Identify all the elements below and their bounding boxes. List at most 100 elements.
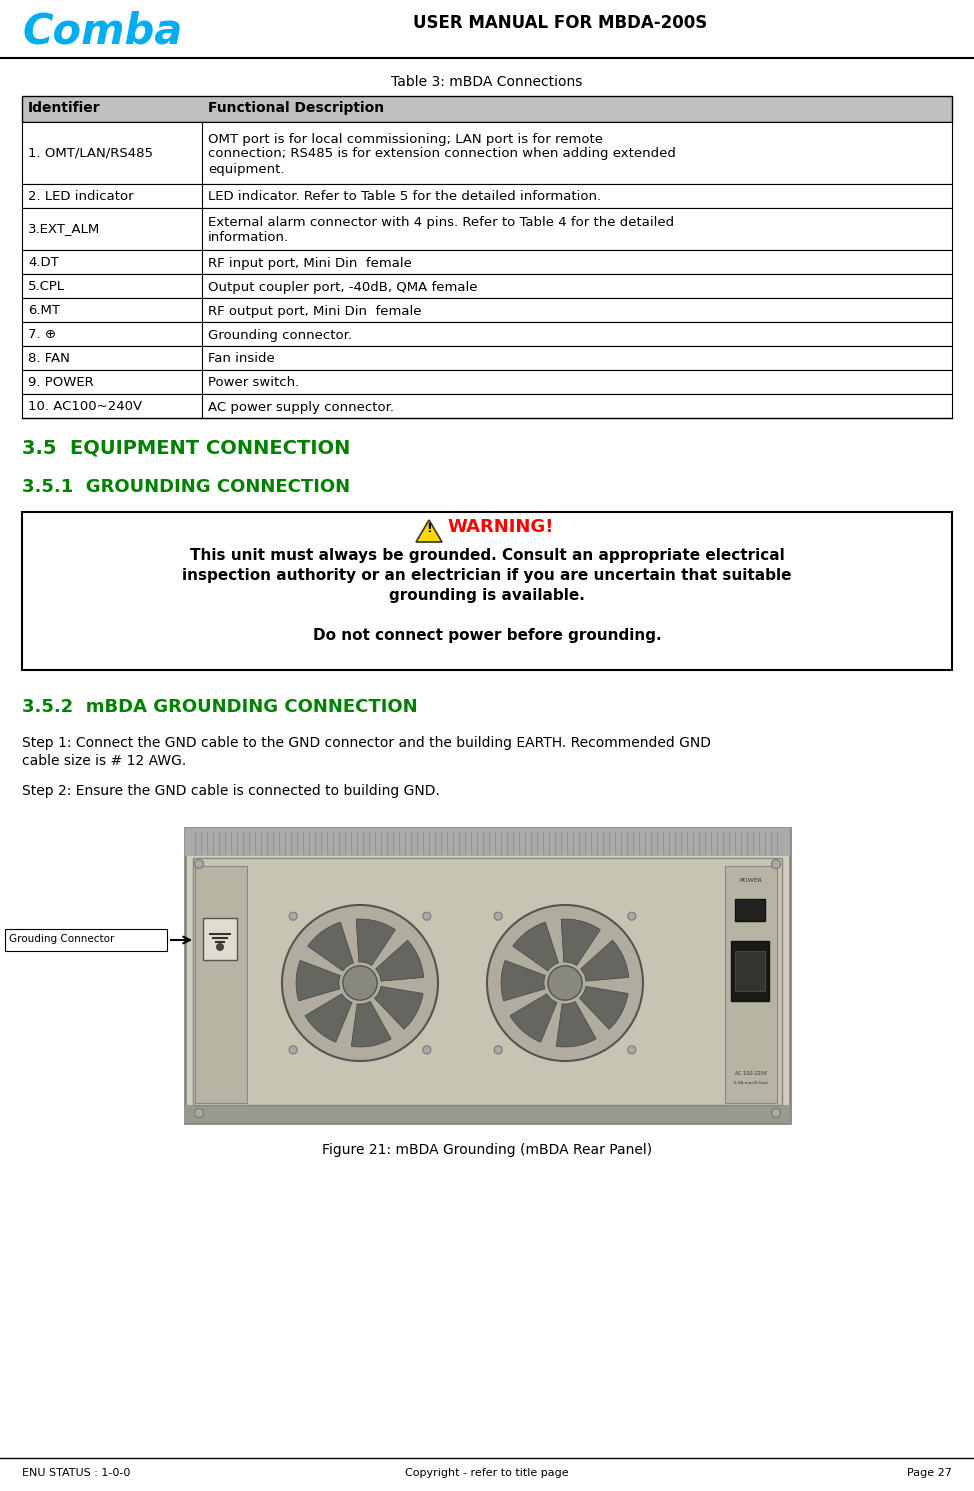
Text: 10. AC100~240V: 10. AC100~240V [28, 400, 142, 413]
Wedge shape [296, 960, 340, 1000]
Text: information.: information. [208, 231, 289, 245]
FancyBboxPatch shape [22, 346, 952, 370]
Circle shape [216, 942, 224, 951]
FancyBboxPatch shape [735, 951, 765, 992]
Text: connection; RS485 is for extension connection when adding extended: connection; RS485 is for extension conne… [208, 148, 676, 161]
FancyBboxPatch shape [735, 899, 765, 921]
Text: Grounding connector.: Grounding connector. [208, 328, 352, 341]
Text: 9. POWER: 9. POWER [28, 376, 94, 389]
FancyBboxPatch shape [22, 274, 952, 298]
Circle shape [423, 912, 431, 920]
Circle shape [289, 1045, 297, 1054]
FancyBboxPatch shape [22, 322, 952, 346]
FancyBboxPatch shape [731, 941, 769, 1000]
Circle shape [547, 966, 582, 1000]
Text: equipment.: equipment. [208, 163, 284, 176]
Text: External alarm connector with 4 pins. Refer to Table 4 for the detailed: External alarm connector with 4 pins. Re… [208, 216, 674, 230]
FancyBboxPatch shape [193, 857, 782, 1105]
Wedge shape [580, 987, 628, 1029]
Text: 3.5.1  GROUNDING CONNECTION: 3.5.1 GROUNDING CONNECTION [22, 479, 350, 497]
Circle shape [494, 912, 503, 920]
FancyBboxPatch shape [22, 370, 952, 394]
Text: 1. OMT/LAN/RS485: 1. OMT/LAN/RS485 [28, 146, 153, 160]
Wedge shape [356, 918, 395, 966]
Text: Grouding Connector: Grouding Connector [9, 933, 114, 944]
Text: Do not connect power before grounding.: Do not connect power before grounding. [313, 628, 661, 643]
Circle shape [771, 1108, 780, 1117]
Text: inspection authority or an electrician if you are uncertain that suitable: inspection authority or an electrician i… [182, 568, 792, 583]
FancyBboxPatch shape [22, 250, 952, 274]
Text: Power switch.: Power switch. [208, 377, 299, 389]
FancyBboxPatch shape [203, 918, 237, 960]
Wedge shape [376, 941, 424, 981]
Text: 7. ⊕: 7. ⊕ [28, 328, 56, 340]
FancyBboxPatch shape [195, 866, 247, 1103]
Text: 3.5.2  mBDA GROUNDING CONNECTION: 3.5.2 mBDA GROUNDING CONNECTION [22, 698, 418, 716]
Circle shape [289, 912, 297, 920]
FancyBboxPatch shape [22, 183, 952, 209]
Text: RF input port, Mini Din  female: RF input port, Mini Din female [208, 256, 412, 270]
Text: Fan inside: Fan inside [208, 352, 275, 365]
Text: Step 2: Ensure the GND cable is connected to building GND.: Step 2: Ensure the GND cable is connecte… [22, 784, 440, 798]
Text: Step 1: Connect the GND cable to the GND connector and the building EARTH. Recom: Step 1: Connect the GND cable to the GND… [22, 737, 711, 750]
Wedge shape [305, 994, 352, 1042]
Text: cable size is # 12 AWG.: cable size is # 12 AWG. [22, 754, 186, 768]
Wedge shape [512, 921, 558, 971]
Wedge shape [556, 1002, 596, 1047]
Polygon shape [416, 520, 442, 543]
FancyBboxPatch shape [22, 209, 952, 250]
Text: Comba: Comba [22, 10, 182, 52]
Wedge shape [308, 921, 354, 971]
Circle shape [494, 1045, 503, 1054]
Circle shape [195, 859, 204, 868]
Text: ENU STATUS : 1-0-0: ENU STATUS : 1-0-0 [22, 1469, 131, 1478]
FancyBboxPatch shape [22, 95, 952, 122]
Wedge shape [501, 960, 545, 1000]
Wedge shape [510, 994, 557, 1042]
Circle shape [282, 905, 438, 1062]
Text: RF output port, Mini Din  female: RF output port, Mini Din female [208, 304, 422, 318]
Text: 8. FAN: 8. FAN [28, 352, 70, 364]
FancyBboxPatch shape [22, 298, 952, 322]
Text: 6.0A max/6.0sec: 6.0A max/6.0sec [733, 1081, 768, 1085]
Text: Table 3: mBDA Connections: Table 3: mBDA Connections [392, 75, 582, 89]
Text: 4.DT: 4.DT [28, 255, 58, 268]
Text: !: ! [427, 522, 431, 535]
Wedge shape [352, 1002, 392, 1047]
Text: POWER: POWER [739, 878, 763, 883]
Wedge shape [561, 918, 600, 966]
FancyBboxPatch shape [22, 511, 952, 669]
Text: Functional Description: Functional Description [208, 101, 384, 115]
Text: 6.MT: 6.MT [28, 304, 60, 316]
FancyBboxPatch shape [185, 1105, 790, 1123]
FancyBboxPatch shape [185, 828, 790, 856]
Circle shape [195, 1108, 204, 1117]
Text: AC power supply connector.: AC power supply connector. [208, 401, 394, 413]
Text: Figure 21: mBDA Grounding (mBDA Rear Panel): Figure 21: mBDA Grounding (mBDA Rear Pan… [322, 1144, 652, 1157]
Text: WARNING!: WARNING! [447, 517, 553, 535]
Text: OMT port is for local commissioning; LAN port is for remote: OMT port is for local commissioning; LAN… [208, 133, 603, 146]
Circle shape [423, 1045, 431, 1054]
Text: 3.EXT_ALM: 3.EXT_ALM [28, 222, 100, 236]
Wedge shape [581, 941, 628, 981]
Circle shape [628, 1045, 636, 1054]
Text: Identifier: Identifier [28, 101, 100, 115]
Text: USER MANUAL FOR MBDA-200S: USER MANUAL FOR MBDA-200S [413, 13, 707, 31]
FancyBboxPatch shape [5, 929, 167, 951]
Circle shape [487, 905, 643, 1062]
Text: 3.5  EQUIPMENT CONNECTION: 3.5 EQUIPMENT CONNECTION [22, 438, 351, 458]
Circle shape [628, 912, 636, 920]
Text: AC 100-220V: AC 100-220V [735, 1071, 767, 1077]
Circle shape [771, 859, 780, 868]
Text: This unit must always be grounded. Consult an appropriate electrical: This unit must always be grounded. Consu… [190, 549, 784, 564]
Text: grounding is available.: grounding is available. [389, 587, 585, 602]
Text: LED indicator. Refer to Table 5 for the detailed information.: LED indicator. Refer to Table 5 for the … [208, 191, 601, 203]
FancyBboxPatch shape [22, 394, 952, 417]
FancyBboxPatch shape [725, 866, 777, 1103]
FancyBboxPatch shape [22, 122, 952, 183]
Text: Copyright - refer to title page: Copyright - refer to title page [405, 1469, 569, 1478]
Text: Output coupler port, -40dB, QMA female: Output coupler port, -40dB, QMA female [208, 280, 477, 294]
Wedge shape [375, 987, 423, 1029]
Text: 2. LED indicator: 2. LED indicator [28, 189, 133, 203]
Circle shape [343, 966, 377, 1000]
